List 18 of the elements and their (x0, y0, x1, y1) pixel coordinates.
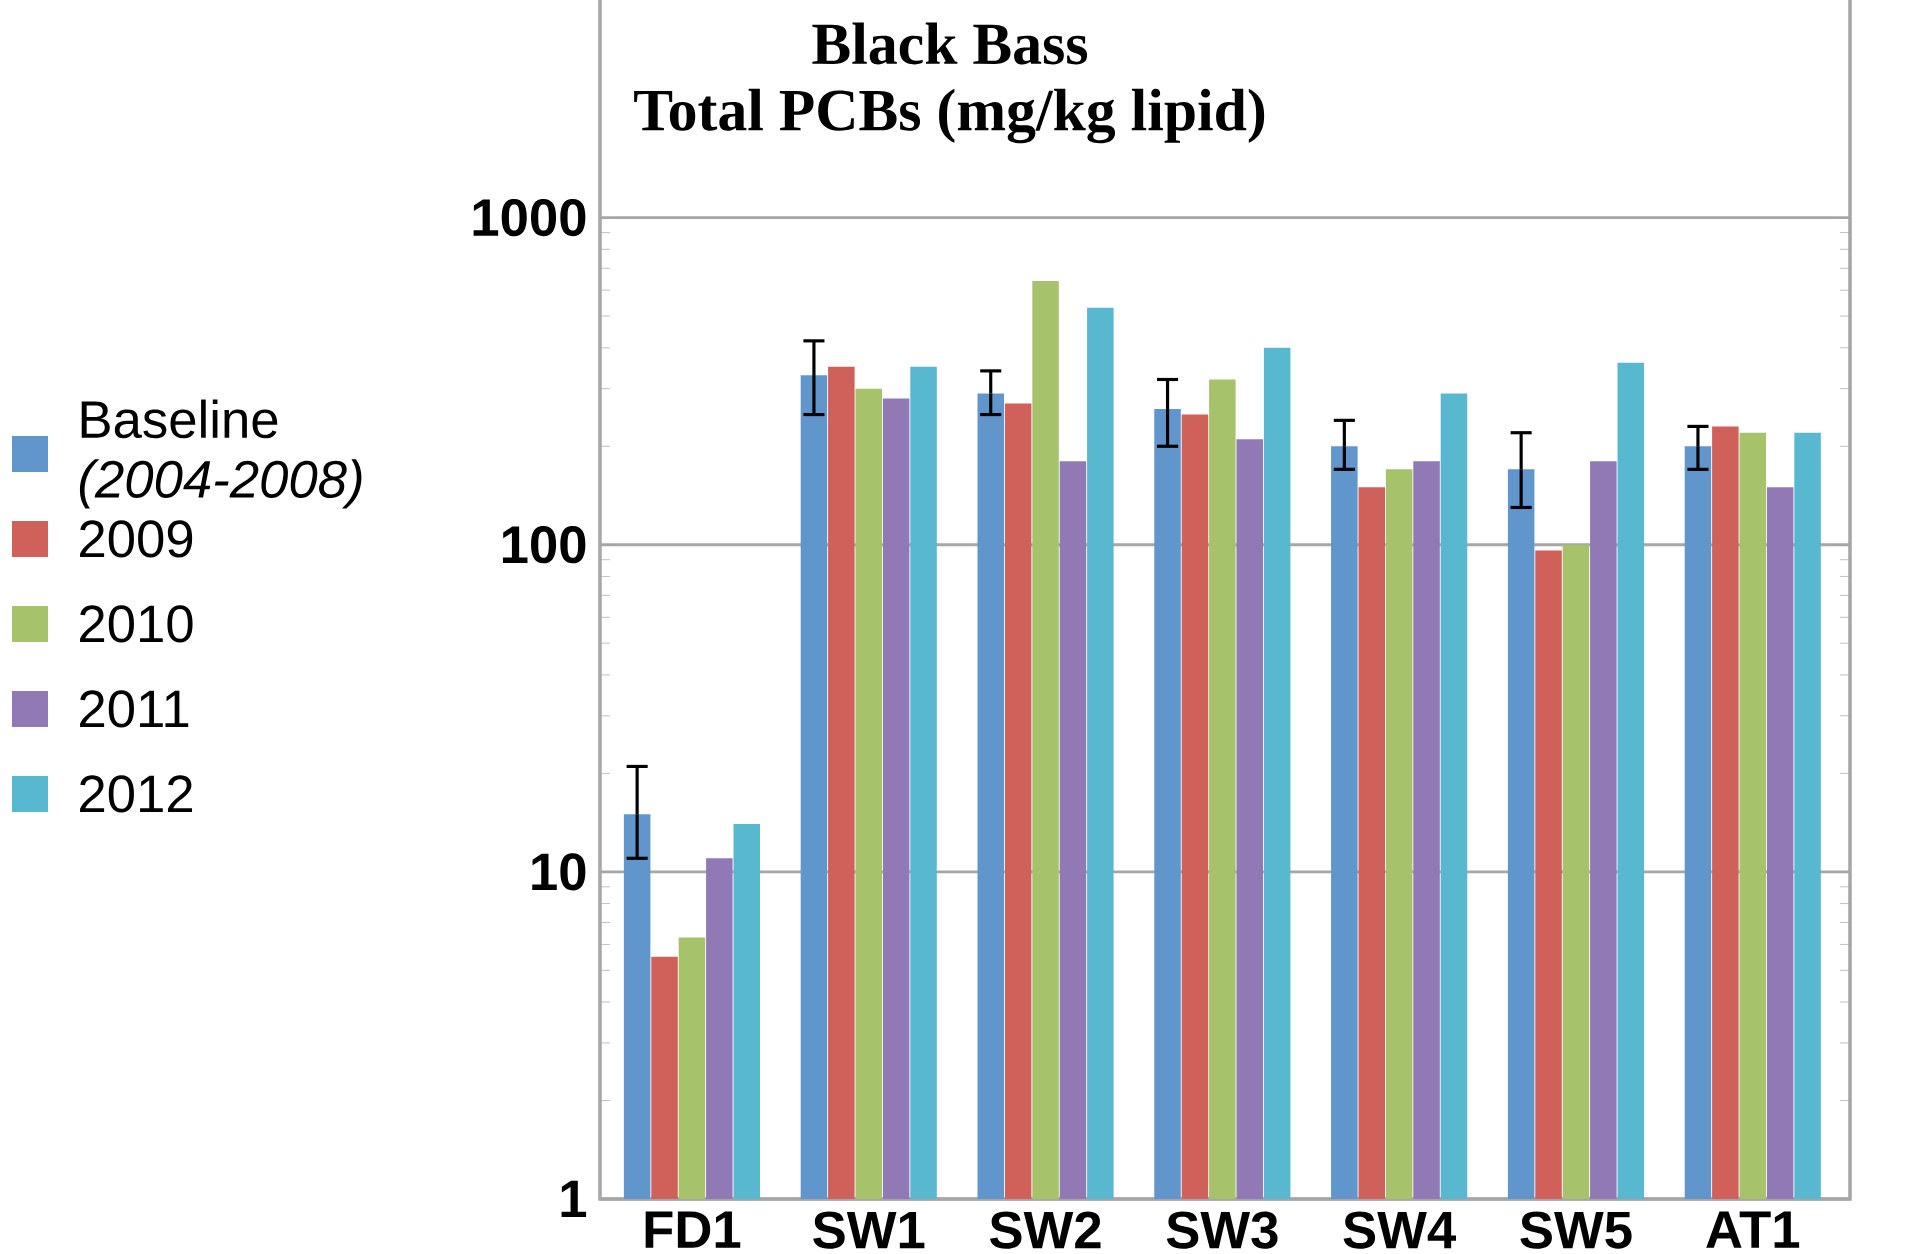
y-tick-label: 1 (561, 1180, 587, 1218)
x-tick-label: FD1 (645, 1211, 741, 1248)
text: Total PCBs (mg/kg lipid) (634, 88, 1265, 144)
x-tick-label: SW3 (1166, 1211, 1278, 1249)
x-tick-label: SW4 (1343, 1211, 1457, 1249)
x-tick-label: SW5 (1520, 1211, 1632, 1249)
y-tick-label: 10 (532, 853, 586, 891)
chart-title: Black Bass (812, 22, 1088, 65)
y-tick-label: 100 (502, 526, 586, 564)
x-tick-label: SW2 (989, 1211, 1101, 1249)
legend-label: 2009 (80, 520, 193, 558)
x-tick-label: AT1 (1706, 1211, 1800, 1248)
y-tick-label: 1000 (473, 198, 586, 237)
legend-label: Baseline (2004-2008) (79, 399, 362, 509)
legend-label: 2011 (80, 690, 189, 728)
legend-label: 2010 (80, 605, 193, 643)
legend-label: 2012 (80, 775, 193, 813)
x-tick-label: SW1 (813, 1211, 925, 1249)
